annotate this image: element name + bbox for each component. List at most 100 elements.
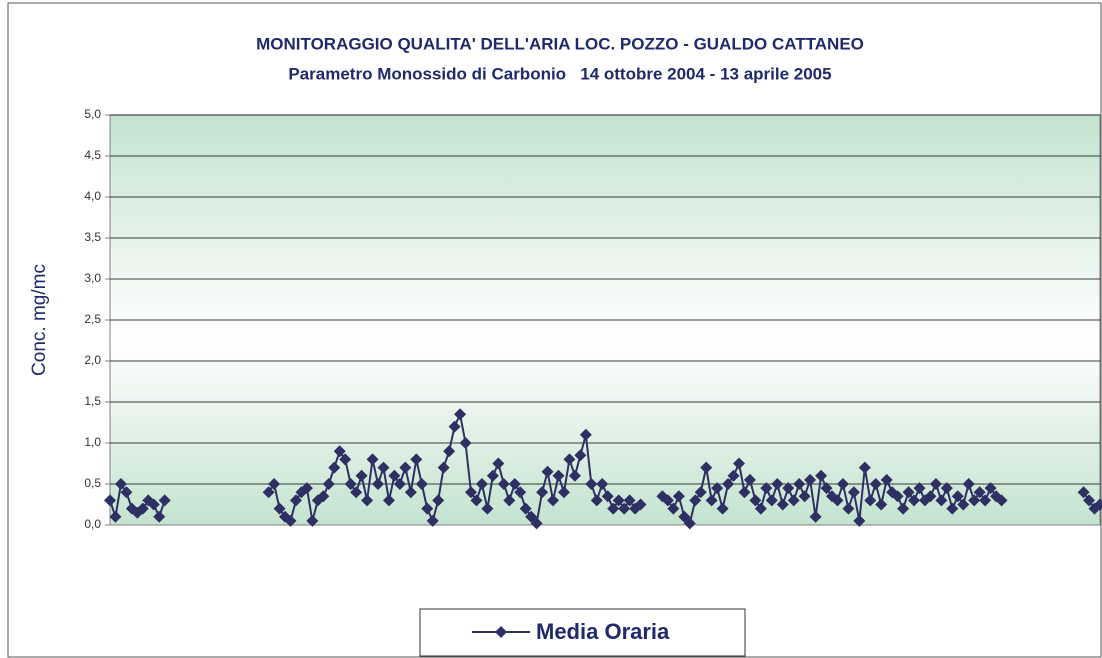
point [924,490,937,503]
point [727,469,740,482]
point [831,494,844,507]
point [568,469,581,482]
point [722,478,735,490]
point [897,502,910,515]
point [114,478,127,490]
point [815,469,828,482]
point [475,478,488,490]
point [366,453,379,466]
point [891,490,904,503]
point [448,420,461,433]
point [968,494,981,507]
point [984,482,997,495]
point [361,494,374,507]
point [372,478,385,490]
point [514,486,527,499]
point [743,473,756,486]
point [503,494,516,507]
y-tick-label: 1,0 [84,435,101,449]
point [749,494,762,507]
y-tick-label: 4,5 [84,148,101,162]
y-tick-label: 2,0 [84,353,101,367]
point [590,494,603,507]
point [492,457,505,470]
point [940,482,953,495]
point [454,408,467,421]
point [109,510,122,523]
y-tick-label: 3,0 [84,271,101,285]
point [262,486,275,499]
point [929,478,942,490]
point [765,494,778,507]
point [350,486,363,499]
point [793,478,806,490]
point [738,486,751,499]
point [864,494,877,507]
point [1077,486,1090,499]
point [470,494,483,507]
point [404,486,417,499]
point [574,449,587,462]
point [902,486,915,499]
point [333,445,346,458]
point [847,486,860,499]
point [809,510,822,523]
point [787,494,800,507]
point [289,494,302,507]
point [147,498,160,511]
point [547,494,560,507]
point [716,502,729,515]
point [711,482,724,495]
point [678,510,691,523]
point [661,494,674,507]
point [700,461,713,474]
point [443,445,456,458]
point [158,494,171,507]
point [284,514,297,527]
point [908,494,921,507]
point [525,510,538,523]
point [612,494,625,507]
point [481,502,494,515]
point [459,437,472,449]
point [1083,494,1096,507]
point [579,428,592,441]
point [300,482,313,495]
point [858,461,871,474]
y-tick-label: 0,5 [84,476,101,490]
point [798,490,811,503]
point [607,502,620,515]
point [410,453,423,466]
point [782,482,795,495]
point [355,469,368,482]
point [399,461,412,474]
point [104,494,116,507]
point [317,490,330,503]
chart-title: MONITORAGGIO QUALITA' DELL'ARIA LOC. POZ… [256,34,864,53]
point [328,461,341,474]
point [973,486,986,499]
point [339,453,352,466]
point [585,478,598,490]
point [618,502,631,515]
point [804,473,817,486]
y-tick-label: 2,5 [84,312,101,326]
y-tick-label: 4,0 [84,189,101,203]
point [136,502,149,515]
y-tick-label: 1,5 [84,394,101,408]
point [705,494,718,507]
point [426,514,439,527]
point [388,469,401,482]
point [268,478,281,490]
point [853,514,866,527]
point [421,502,434,515]
point [541,465,554,478]
point [913,482,926,495]
point [563,453,576,466]
y-tick-label: 3,5 [84,230,101,244]
point [754,502,767,515]
point [771,478,784,490]
point [880,473,893,486]
point [273,502,286,515]
